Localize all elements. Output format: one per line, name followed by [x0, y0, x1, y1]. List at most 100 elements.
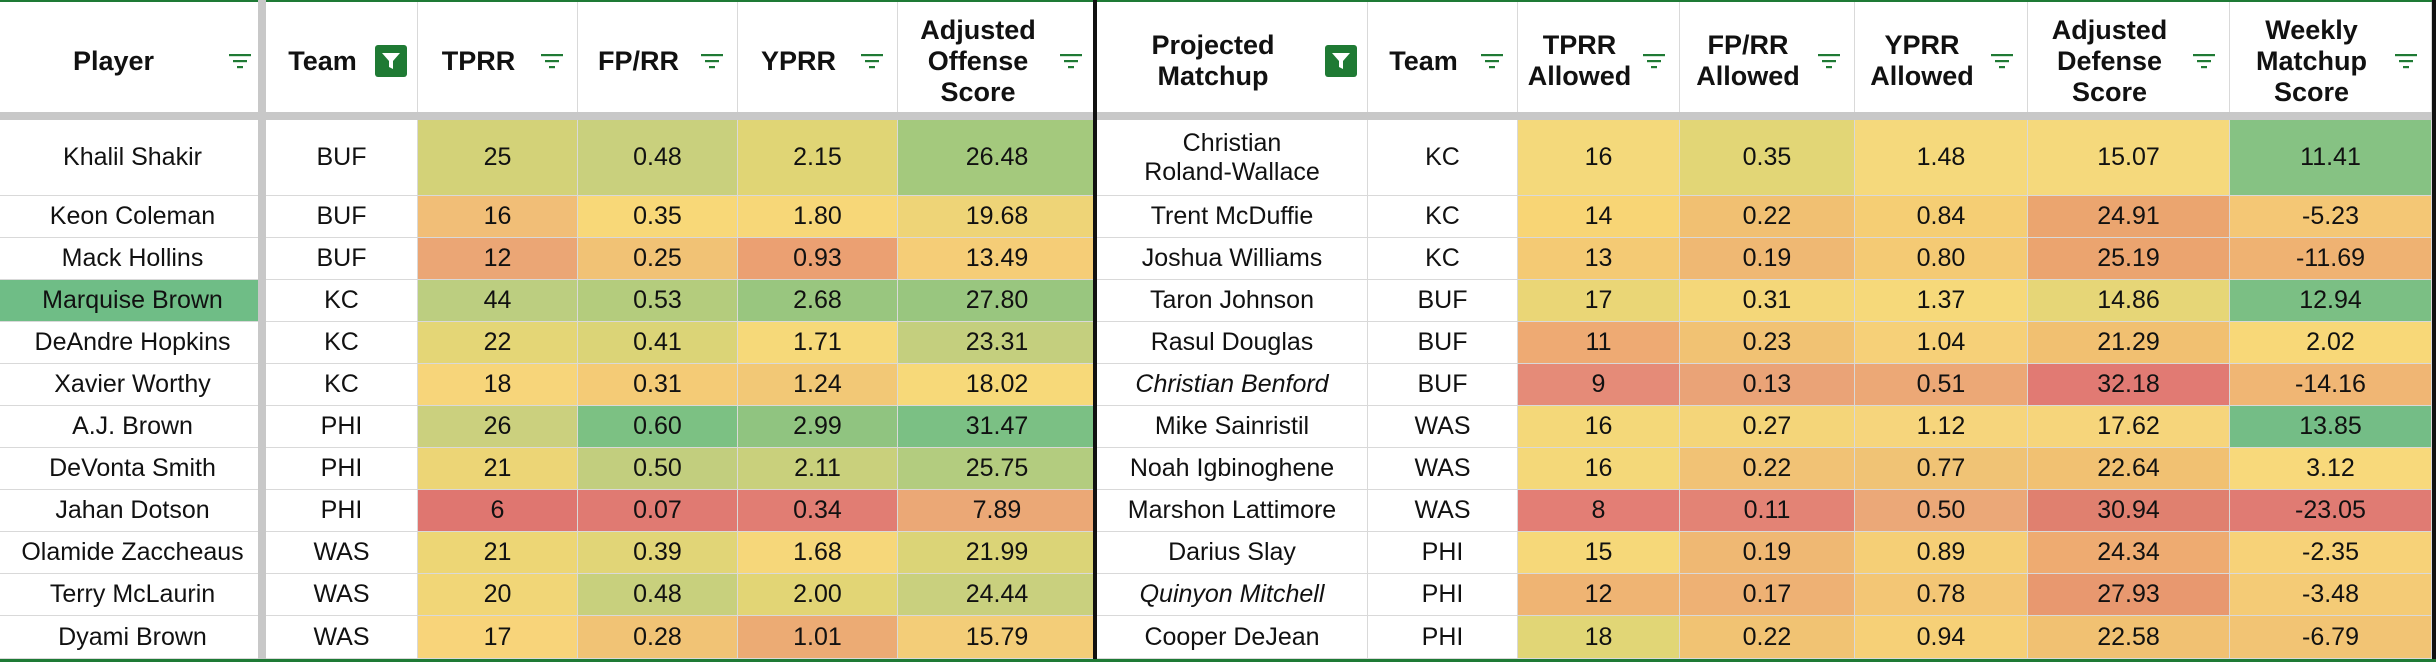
cell-tprr[interactable]: 21	[418, 532, 578, 574]
filter-icon[interactable]	[1639, 49, 1669, 73]
filter-icon[interactable]	[225, 49, 255, 73]
cell-team[interactable]: BUF	[266, 120, 418, 196]
cell-dteam[interactable]: BUF	[1368, 364, 1518, 406]
cell-aos[interactable]: 25.75	[898, 448, 1097, 490]
cell-yprr[interactable]: 1.24	[738, 364, 898, 406]
header-yprra[interactable]: YPRR Allowed	[1855, 2, 2028, 120]
cell-dteam[interactable]: WAS	[1368, 406, 1518, 448]
cell-ads[interactable]: 27.93	[2028, 574, 2230, 616]
cell-fprra[interactable]: 0.22	[1680, 448, 1855, 490]
cell-matchup[interactable]: Christian Roland-Wallace	[1097, 120, 1368, 196]
cell-fprra[interactable]: 0.13	[1680, 364, 1855, 406]
cell-aos[interactable]: 7.89	[898, 490, 1097, 532]
cell-tprra[interactable]: 16	[1518, 406, 1680, 448]
cell-wms[interactable]: 13.85	[2230, 406, 2432, 448]
filter-icon[interactable]	[857, 49, 887, 73]
cell-fprr[interactable]: 0.28	[578, 616, 738, 659]
cell-tprr[interactable]: 17	[418, 616, 578, 659]
cell-yprr[interactable]: 2.00	[738, 574, 898, 616]
cell-fprra[interactable]: 0.22	[1680, 616, 1855, 659]
cell-wms[interactable]: 2.02	[2230, 322, 2432, 364]
cell-fprr[interactable]: 0.31	[578, 364, 738, 406]
cell-matchup[interactable]: Noah Igbinoghene	[1097, 448, 1368, 490]
cell-dteam[interactable]: WAS	[1368, 490, 1518, 532]
cell-fprr[interactable]: 0.48	[578, 574, 738, 616]
cell-player[interactable]: Mack Hollins	[0, 238, 266, 280]
cell-tprra[interactable]: 18	[1518, 616, 1680, 659]
header-tprra[interactable]: TPRR Allowed	[1518, 2, 1680, 120]
header-dteam[interactable]: Team	[1368, 2, 1518, 120]
cell-tprra[interactable]: 11	[1518, 322, 1680, 364]
cell-ads[interactable]: 22.64	[2028, 448, 2230, 490]
cell-ads[interactable]: 24.34	[2028, 532, 2230, 574]
cell-yprr[interactable]: 0.93	[738, 238, 898, 280]
cell-fprr[interactable]: 0.39	[578, 532, 738, 574]
cell-yprra[interactable]: 1.04	[1855, 322, 2028, 364]
cell-player[interactable]: Xavier Worthy	[0, 364, 266, 406]
filter-icon[interactable]	[1814, 49, 1844, 73]
cell-player[interactable]: A.J. Brown	[0, 406, 266, 448]
cell-ads[interactable]: 15.07	[2028, 120, 2230, 196]
cell-yprr[interactable]: 1.01	[738, 616, 898, 659]
cell-player[interactable]: DeAndre Hopkins	[0, 322, 266, 364]
cell-player[interactable]: DeVonta Smith	[0, 448, 266, 490]
cell-dteam[interactable]: WAS	[1368, 448, 1518, 490]
header-yprr[interactable]: YPRR	[738, 2, 898, 120]
cell-dteam[interactable]: BUF	[1368, 280, 1518, 322]
cell-team[interactable]: WAS	[266, 532, 418, 574]
cell-matchup[interactable]: Rasul Douglas	[1097, 322, 1368, 364]
header-fprra[interactable]: FP/RR Allowed	[1680, 2, 1855, 120]
cell-wms[interactable]: -2.35	[2230, 532, 2432, 574]
cell-team[interactable]: BUF	[266, 196, 418, 238]
cell-tprr[interactable]: 12	[418, 238, 578, 280]
cell-wms[interactable]: -3.48	[2230, 574, 2432, 616]
cell-tprra[interactable]: 13	[1518, 238, 1680, 280]
cell-fprr[interactable]: 0.50	[578, 448, 738, 490]
cell-team[interactable]: WAS	[266, 616, 418, 659]
cell-ads[interactable]: 17.62	[2028, 406, 2230, 448]
cell-fprra[interactable]: 0.22	[1680, 196, 1855, 238]
header-aos[interactable]: Adjusted Offense Score	[898, 2, 1097, 120]
cell-ads[interactable]: 32.18	[2028, 364, 2230, 406]
cell-fprra[interactable]: 0.23	[1680, 322, 1855, 364]
cell-matchup[interactable]: Joshua Williams	[1097, 238, 1368, 280]
cell-aos[interactable]: 13.49	[898, 238, 1097, 280]
cell-tprr[interactable]: 25	[418, 120, 578, 196]
cell-matchup[interactable]: Quinyon Mitchell	[1097, 574, 1368, 616]
cell-fprr[interactable]: 0.25	[578, 238, 738, 280]
cell-dteam[interactable]: KC	[1368, 196, 1518, 238]
filter-icon[interactable]	[697, 49, 727, 73]
cell-fprr[interactable]: 0.41	[578, 322, 738, 364]
cell-player[interactable]: Olamide Zaccheaus	[0, 532, 266, 574]
cell-yprra[interactable]: 1.12	[1855, 406, 2028, 448]
cell-aos[interactable]: 31.47	[898, 406, 1097, 448]
cell-fprr[interactable]: 0.48	[578, 120, 738, 196]
cell-aos[interactable]: 26.48	[898, 120, 1097, 196]
cell-tprra[interactable]: 16	[1518, 448, 1680, 490]
cell-player[interactable]: Khalil Shakir	[0, 120, 266, 196]
cell-team[interactable]: BUF	[266, 238, 418, 280]
cell-fprr[interactable]: 0.53	[578, 280, 738, 322]
cell-wms[interactable]: -14.16	[2230, 364, 2432, 406]
frozen-column-divider[interactable]	[258, 0, 266, 662]
cell-player[interactable]: Dyami Brown	[0, 616, 266, 659]
cell-tprr[interactable]: 26	[418, 406, 578, 448]
cell-yprra[interactable]: 0.50	[1855, 490, 2028, 532]
cell-fprra[interactable]: 0.11	[1680, 490, 1855, 532]
filter-icon[interactable]	[2391, 49, 2421, 73]
filter-icon[interactable]	[1987, 49, 2017, 73]
cell-yprra[interactable]: 1.48	[1855, 120, 2028, 196]
cell-matchup[interactable]: Marshon Lattimore	[1097, 490, 1368, 532]
cell-tprr[interactable]: 21	[418, 448, 578, 490]
cell-wms[interactable]: 11.41	[2230, 120, 2432, 196]
cell-yprra[interactable]: 0.89	[1855, 532, 2028, 574]
filter-icon[interactable]	[1056, 49, 1086, 73]
cell-team[interactable]: KC	[266, 364, 418, 406]
cell-yprr[interactable]: 2.68	[738, 280, 898, 322]
cell-aos[interactable]: 27.80	[898, 280, 1097, 322]
cell-player[interactable]: Jahan Dotson	[0, 490, 266, 532]
cell-tprra[interactable]: 9	[1518, 364, 1680, 406]
cell-aos[interactable]: 24.44	[898, 574, 1097, 616]
cell-ads[interactable]: 24.91	[2028, 196, 2230, 238]
cell-fprra[interactable]: 0.31	[1680, 280, 1855, 322]
